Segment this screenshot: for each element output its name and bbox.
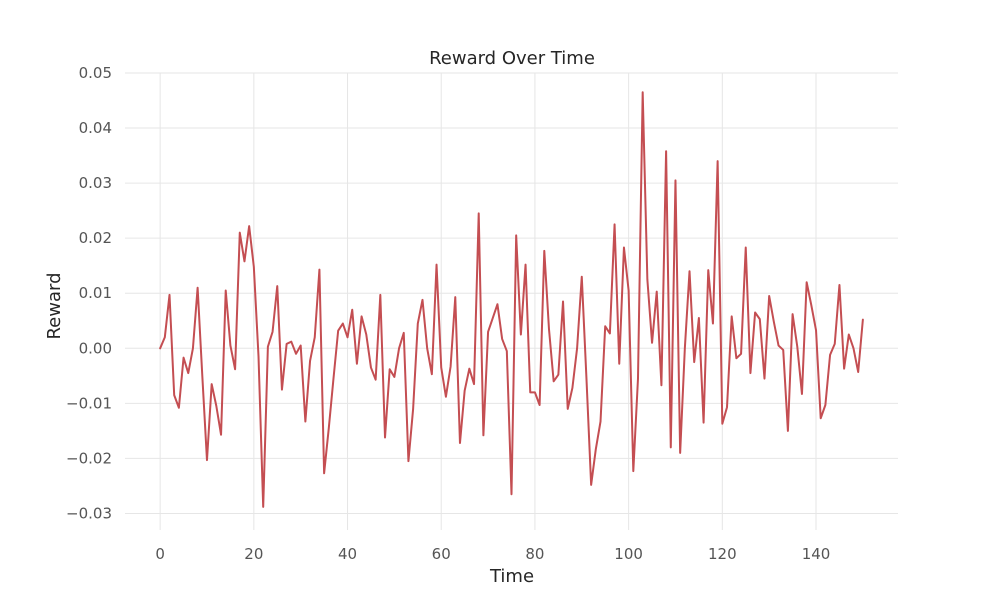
tick-labels: 0 20 40 60 80 100 120 140 −0.03 −0.02 −0.01 0.00 0.0…: [66, 64, 830, 563]
x-tick-label: 0: [155, 545, 165, 563]
y-tick-label: 0.02: [79, 229, 112, 247]
reward-series-line: [159, 91, 864, 508]
x-tick-label: 120: [708, 545, 737, 563]
y-tick-label: −0.03: [66, 504, 112, 522]
y-tick-label: −0.01: [66, 394, 112, 412]
y-tick-label: 0.04: [79, 119, 112, 137]
x-tick-label: 40: [338, 545, 357, 563]
x-tick-label: 20: [244, 545, 263, 563]
y-tick-label: 0.00: [79, 339, 112, 357]
x-axis-label: Time: [489, 566, 534, 587]
y-axis-label: Reward: [44, 272, 65, 339]
series-layer: [159, 91, 864, 508]
y-tick-label: 0.05: [79, 64, 112, 82]
x-tick-label: 100: [614, 545, 643, 563]
y-tick-label: 0.03: [79, 174, 112, 192]
x-tick-label: 80: [525, 545, 544, 563]
x-tick-label: 140: [802, 545, 831, 563]
y-tick-label: 0.01: [79, 284, 112, 302]
x-tick-label: 60: [432, 545, 451, 563]
chart-title: Reward Over Time: [429, 48, 595, 69]
y-tick-label: −0.02: [66, 449, 112, 467]
